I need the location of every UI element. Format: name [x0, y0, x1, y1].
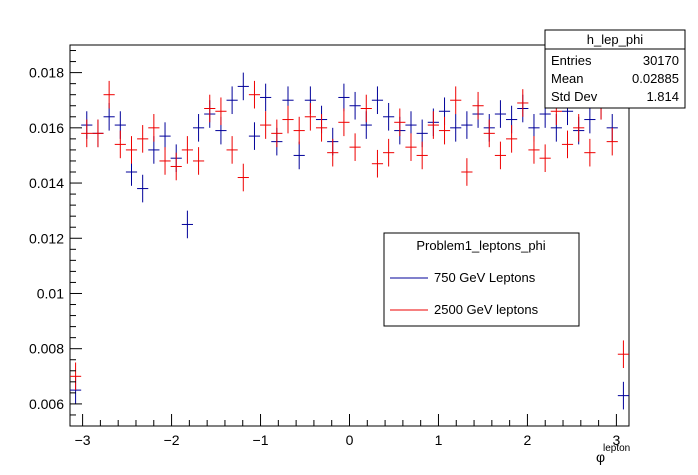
- x-tick-label: −3: [75, 432, 91, 448]
- y-tick-label: 0.016: [29, 120, 64, 136]
- legend-label-2500: 2500 GeV leptons: [434, 302, 539, 317]
- x-tick-label: −2: [164, 432, 180, 448]
- y-tick-label: 0.018: [29, 65, 64, 81]
- series-2500-gev: [70, 80, 629, 391]
- x-tick-label: 3: [613, 432, 621, 448]
- x-tick-label: 2: [524, 432, 532, 448]
- x-axis-label-main: φ: [596, 449, 605, 465]
- x-axis-label: φ lepton: [596, 443, 630, 465]
- x-tick-label: 1: [435, 432, 443, 448]
- x-axis-label-superscript: lepton: [603, 443, 630, 454]
- stats-box-title: h_lep_phi: [587, 32, 643, 47]
- stats-box-frame: [544, 29, 686, 109]
- stats-stddev-value: 1.814: [646, 89, 679, 104]
- legend-label-750: 750 GeV Leptons: [434, 270, 536, 285]
- stats-box: h_lep_phi Entries 30170 Mean 0.02885 Std…: [544, 29, 686, 109]
- y-tick-label: 0.014: [29, 175, 64, 191]
- x-tick-label: −1: [253, 432, 269, 448]
- legend: Problem1_leptons_phi 750 GeV Leptons 250…: [383, 232, 580, 327]
- y-tick-label: 0.01: [37, 285, 64, 301]
- y-tick-label: 0.012: [29, 230, 64, 246]
- stats-stddev-label: Std Dev: [551, 89, 598, 104]
- stats-mean-value: 0.02885: [632, 71, 679, 86]
- y-tick-label: 0.008: [29, 341, 64, 357]
- legend-title: Problem1_leptons_phi: [416, 238, 545, 253]
- stats-mean-label: Mean: [551, 71, 584, 86]
- y-tick-label: 0.006: [29, 396, 64, 412]
- stats-entries-label: Entries: [551, 53, 592, 68]
- stats-entries-value: 30170: [643, 53, 679, 68]
- x-tick-label: 0: [346, 432, 354, 448]
